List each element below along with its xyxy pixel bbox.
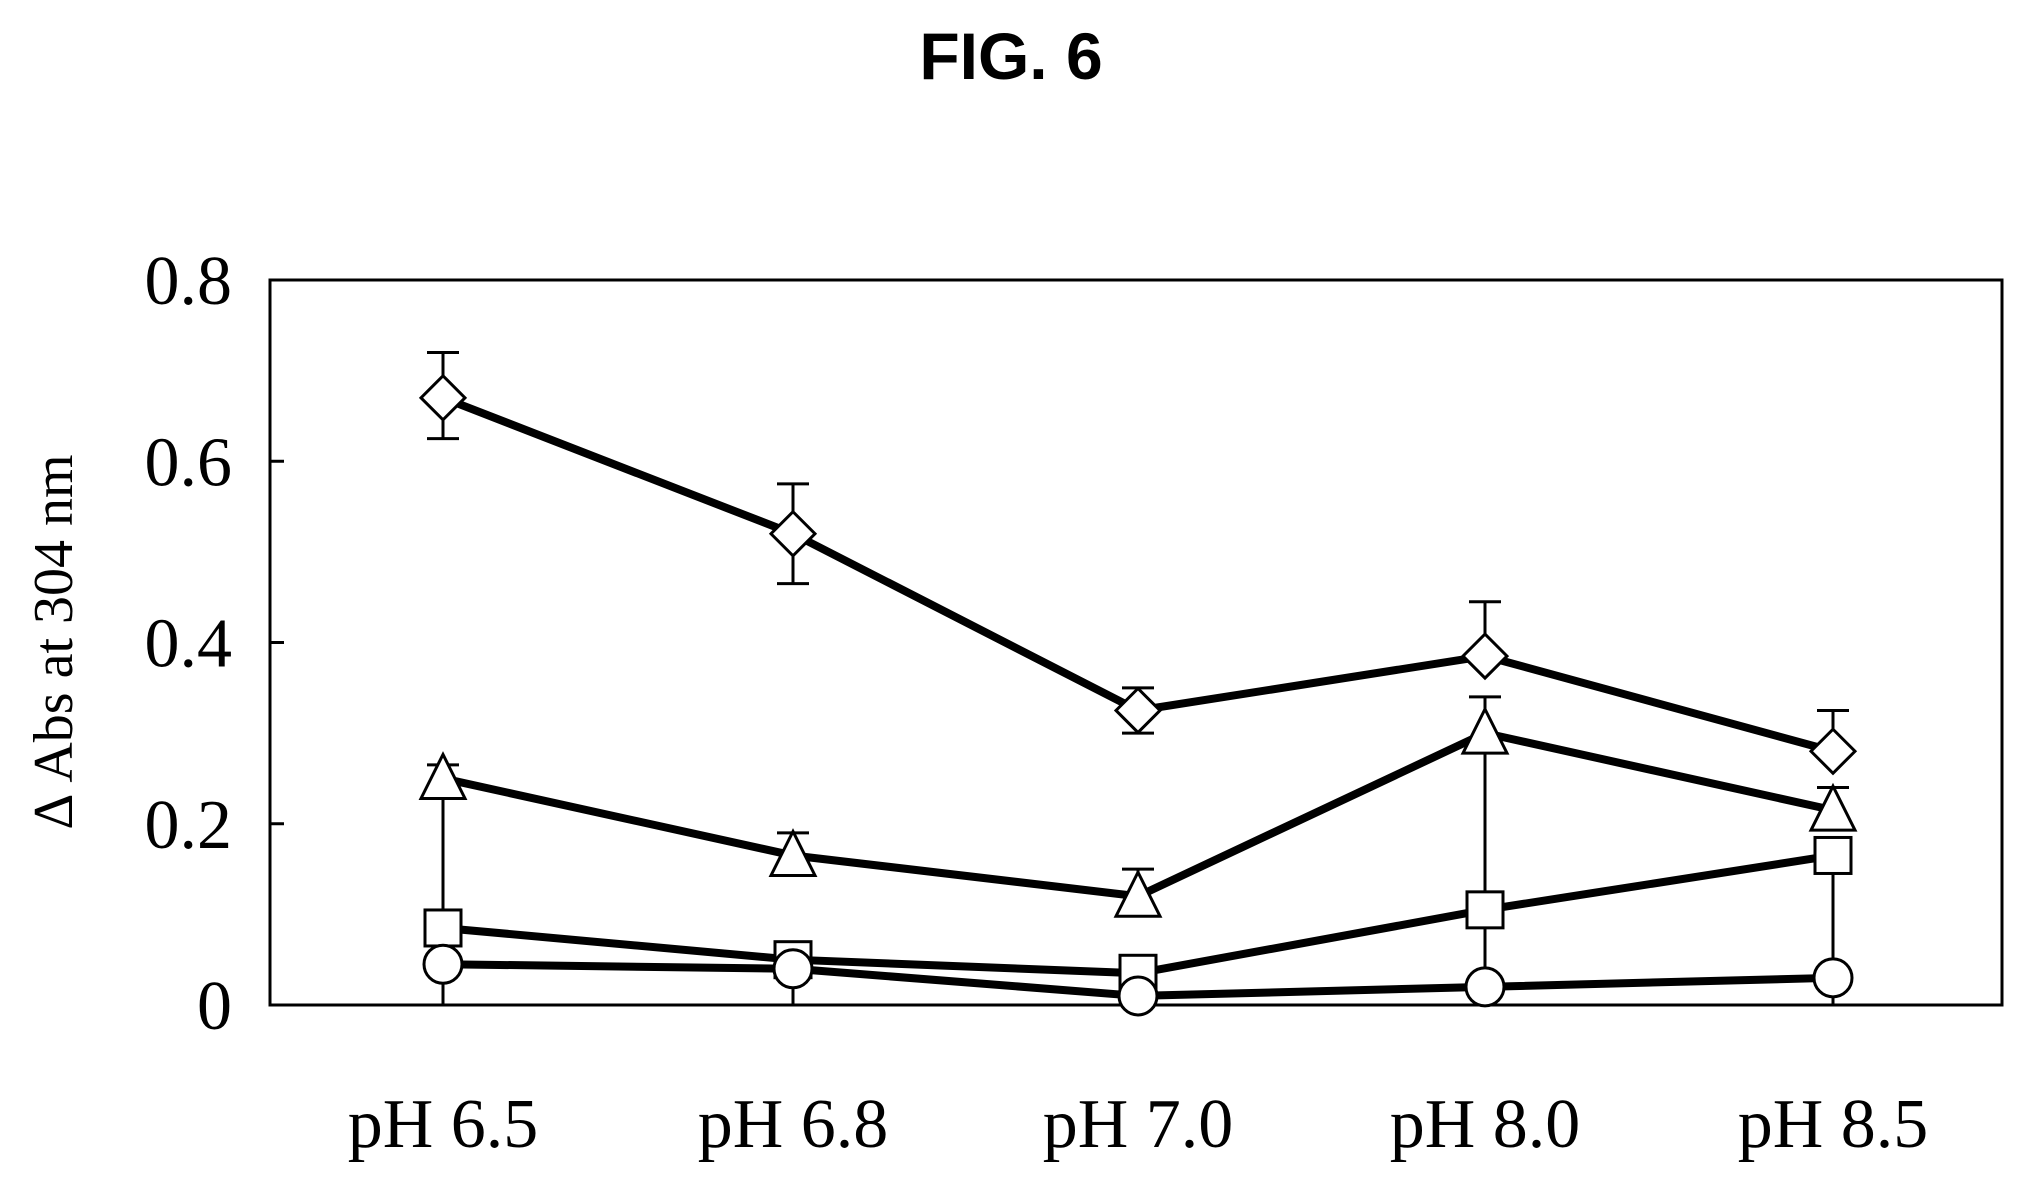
circle-marker bbox=[1117, 975, 1159, 1017]
triangle-marker bbox=[768, 828, 818, 877]
circle-marker bbox=[1464, 966, 1506, 1008]
circle-marker bbox=[422, 943, 464, 985]
triangle-marker bbox=[418, 751, 468, 800]
series-circle bbox=[422, 943, 1854, 1017]
diamond-marker bbox=[418, 373, 468, 422]
square-marker bbox=[1465, 890, 1505, 930]
diamond-marker bbox=[1460, 631, 1510, 681]
square-marker bbox=[423, 908, 463, 948]
square-marker bbox=[1813, 835, 1853, 875]
y-tick-label: 0.2 bbox=[145, 787, 233, 864]
x-tick-label: pH 7.0 bbox=[1043, 1086, 1234, 1163]
series-diamond bbox=[418, 351, 1858, 776]
y-axis-title: Δ Abs at 304 nm bbox=[23, 454, 85, 829]
y-tick-label: 0.8 bbox=[145, 243, 233, 320]
series-layer bbox=[418, 351, 1858, 1017]
x-tick-label: pH 6.5 bbox=[348, 1086, 539, 1163]
diamond-marker bbox=[1808, 727, 1858, 776]
series-triangle bbox=[418, 695, 1858, 1005]
circle-marker bbox=[1812, 957, 1854, 999]
triangle-marker bbox=[1460, 705, 1510, 755]
y-tick-label: 0.6 bbox=[145, 424, 233, 501]
y-tick-label: 0 bbox=[197, 968, 232, 1045]
figure-title: FIG. 6 bbox=[919, 19, 1103, 93]
y-tick-label: 0.4 bbox=[145, 606, 233, 683]
diamond-marker bbox=[768, 509, 818, 558]
x-axis: pH 6.5 pH 6.8 pH 7.0 pH 8.0 pH 8.5 bbox=[348, 1086, 1929, 1163]
diamond-marker bbox=[1113, 686, 1163, 735]
triangle-marker bbox=[1808, 782, 1858, 832]
x-tick-label: pH 6.8 bbox=[698, 1086, 889, 1163]
triangle-marker bbox=[1113, 868, 1163, 918]
x-tick-label: pH 8.0 bbox=[1390, 1086, 1581, 1163]
y-axis: 0 0.2 0.4 0.6 0.8 bbox=[145, 243, 284, 1045]
circle-marker bbox=[772, 948, 814, 990]
x-tick-label: pH 8.5 bbox=[1738, 1086, 1929, 1163]
